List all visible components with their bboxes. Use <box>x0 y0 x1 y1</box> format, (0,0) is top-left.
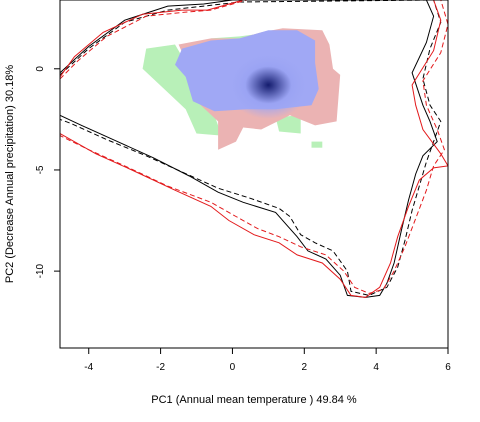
contour-red-solid <box>60 0 448 298</box>
contour-lines <box>60 0 448 298</box>
x-tick-label: 2 <box>302 362 308 373</box>
contour-black-solid <box>60 0 438 298</box>
region-invaded-only-0 <box>142 44 222 136</box>
x-tick-label: 4 <box>373 362 379 373</box>
plot-frame <box>59 0 449 349</box>
region-invaded-only-2 <box>275 115 301 134</box>
y-tick-label: 0 <box>35 66 46 72</box>
y-tick-label: -10 <box>35 263 46 278</box>
y-axis-title: PC2 (Decrease Annual precipitation) 30.1… <box>4 65 16 284</box>
x-axis: -4 -2 0 2 4 6 <box>84 348 451 373</box>
density-peak <box>226 50 311 119</box>
x-tick-label: 0 <box>230 362 236 373</box>
x-axis-title: PC1 (Annual mean temperature ) 49.84 % <box>151 394 357 406</box>
contour-red-dashed <box>60 0 448 294</box>
y-axis: 0 -5 -10 <box>35 66 60 278</box>
x-tick-label: -2 <box>156 362 165 373</box>
region-invaded-only-3 <box>311 141 323 148</box>
x-tick-label: 6 <box>445 362 451 373</box>
contour-black-dashed <box>60 0 442 296</box>
y-tick-label: -5 <box>35 165 46 174</box>
x-tick-label: -4 <box>84 362 93 373</box>
